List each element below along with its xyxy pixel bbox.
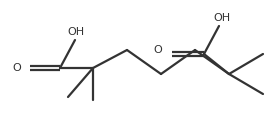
- Text: O: O: [13, 63, 21, 73]
- Text: OH: OH: [213, 13, 230, 23]
- Text: O: O: [153, 45, 162, 55]
- Text: OH: OH: [68, 27, 85, 37]
